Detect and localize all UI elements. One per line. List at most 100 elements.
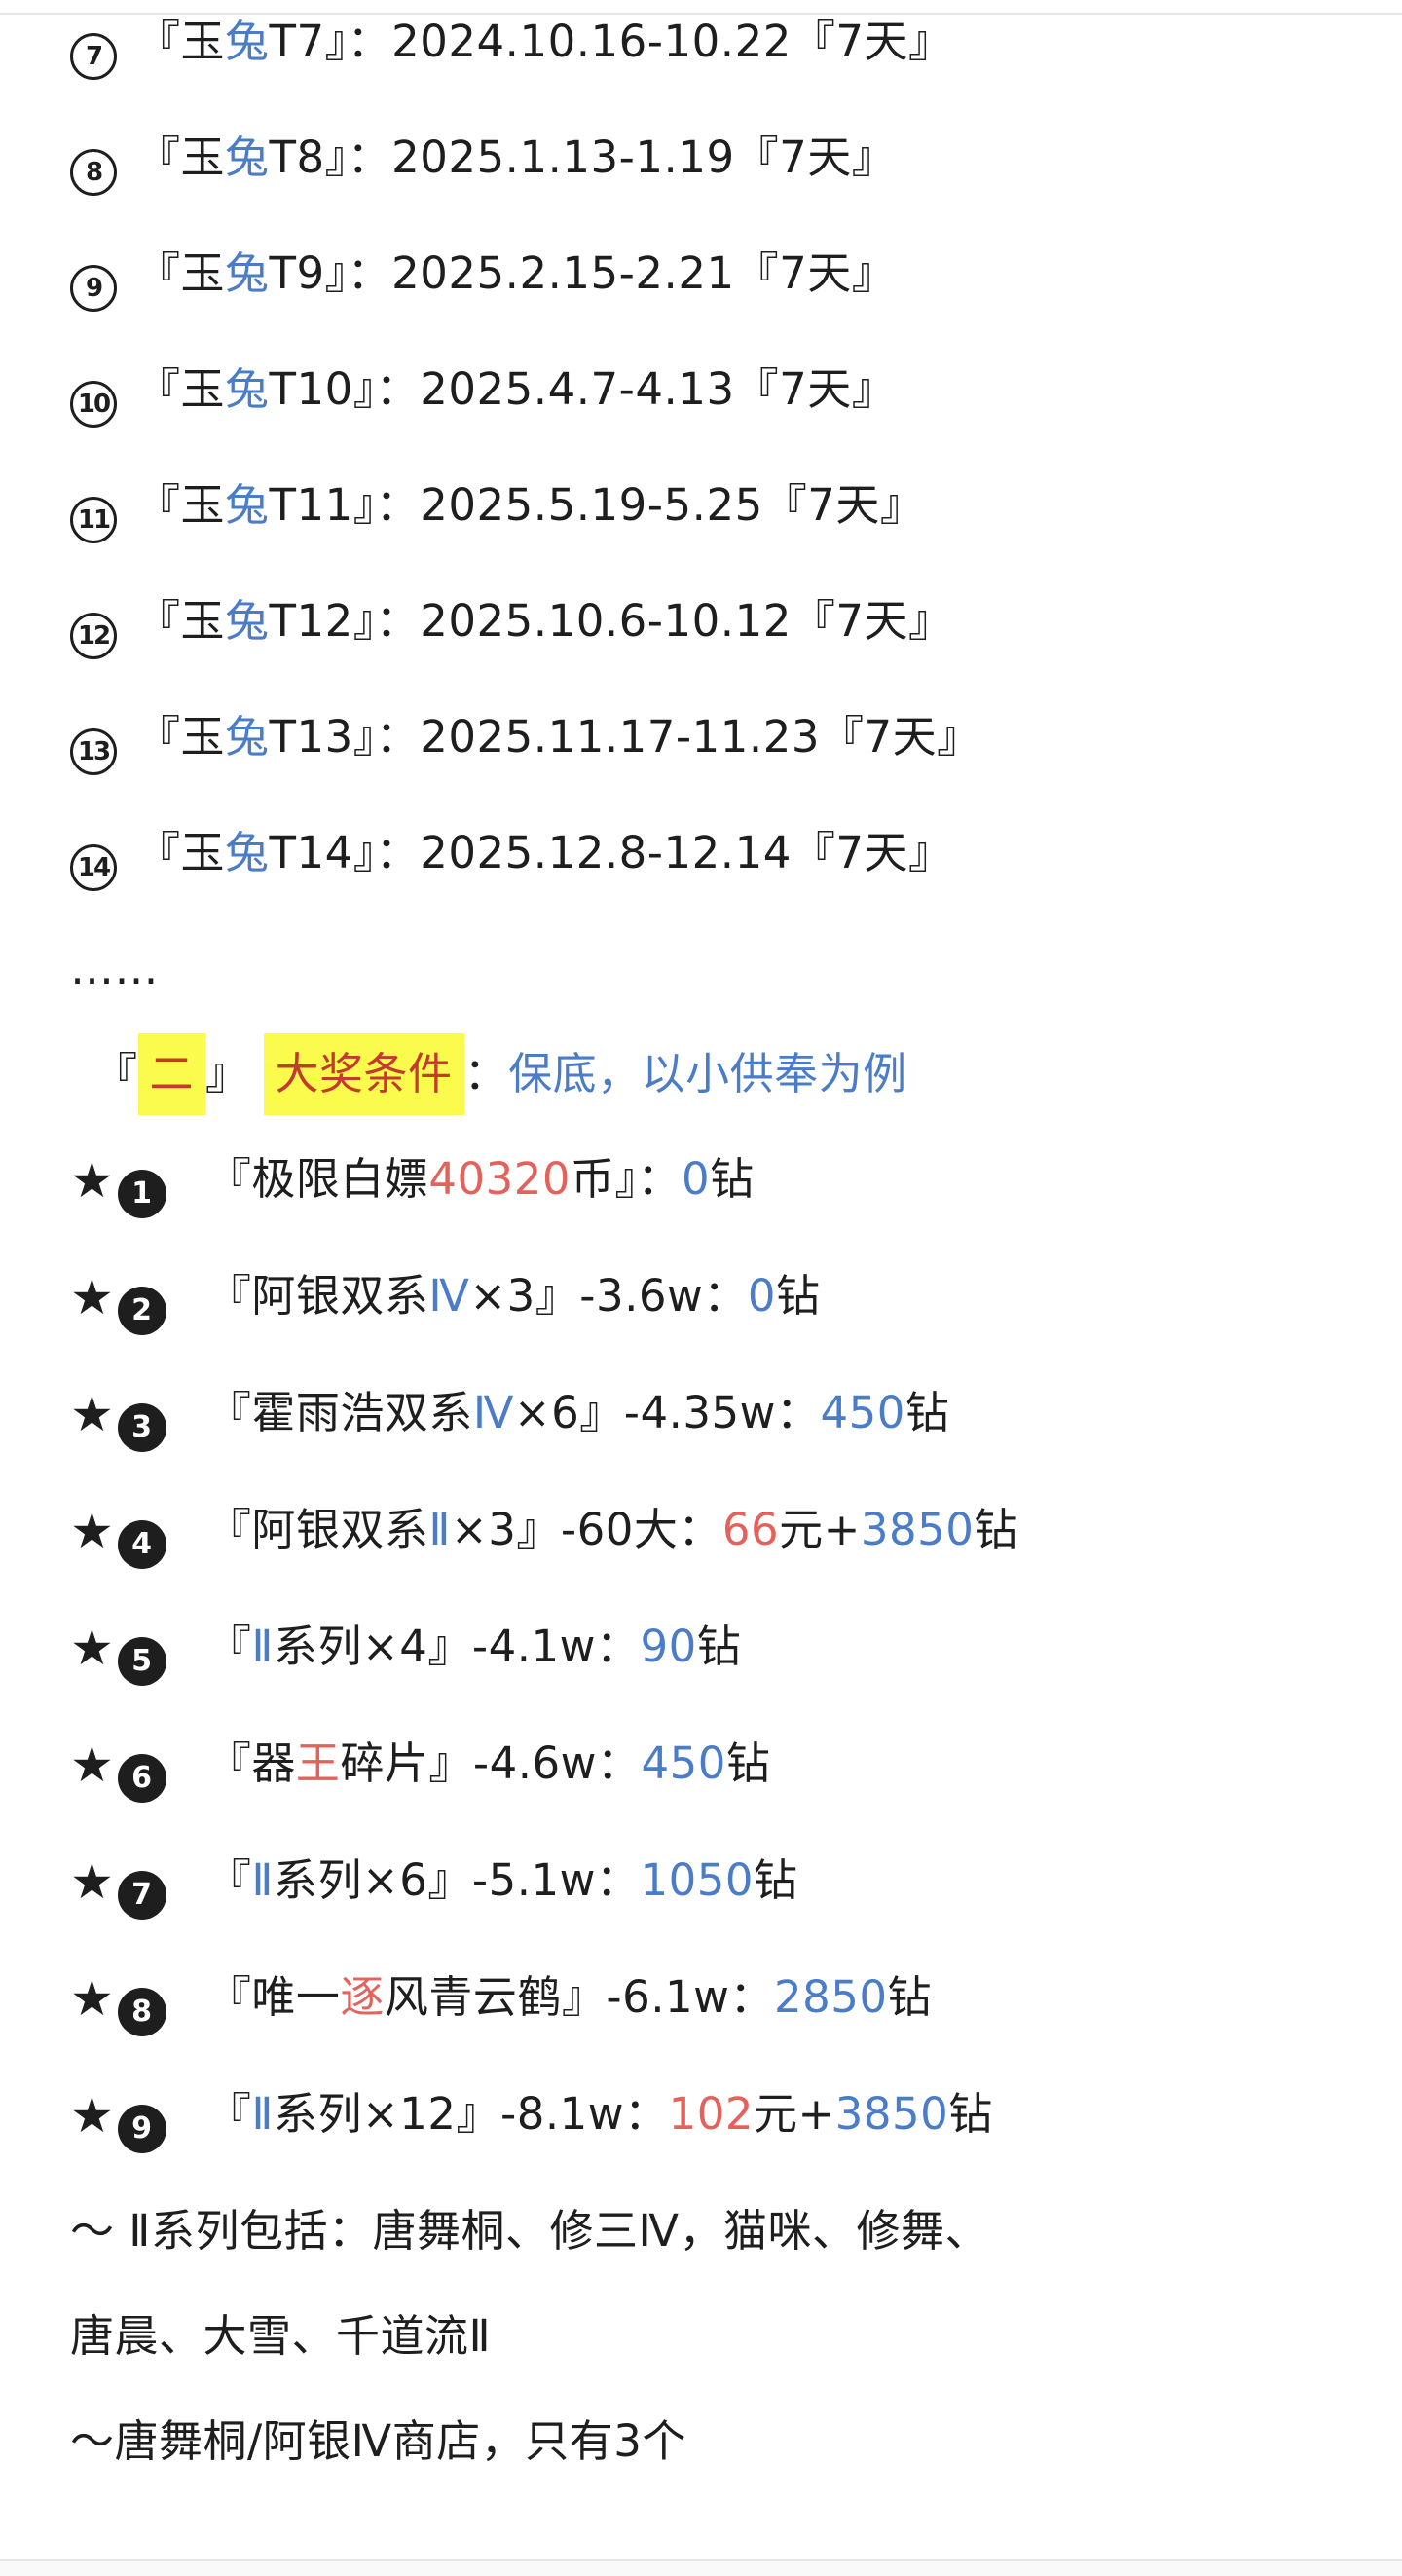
date-range: 2025.11.17-11.23『7天』 — [420, 711, 981, 763]
circled-number-badge: 14 — [70, 844, 117, 891]
colon: ： — [463, 1048, 509, 1100]
accent-text: 兔 — [225, 479, 270, 531]
prize-accent: Ⅱ — [251, 2088, 274, 2140]
star-icon: ★ — [70, 1152, 114, 1209]
note-line: ～唐舞桐/阿银Ⅳ商店，只有3个 — [70, 2414, 1375, 2469]
prize-value: 66 — [721, 1504, 780, 1555]
circled-number-badge: 13 — [70, 728, 117, 775]
title-text: T8』： — [269, 131, 392, 183]
star-icon: ★ — [70, 2087, 114, 2144]
prize-text: 『霍雨浩双系 — [206, 1387, 473, 1438]
star-icon: ★ — [70, 1736, 114, 1793]
highlighted-section-number: 二 — [137, 1033, 206, 1115]
prize-row: ★ 3 『霍雨浩双系Ⅳ×6』-4.35w：450钻 — [70, 1386, 1375, 1452]
accent-text: 兔 — [225, 131, 270, 183]
prize-row: ★ 5 『Ⅱ系列×4』-4.1w：90钻 — [70, 1620, 1375, 1686]
prize-row: ★ 1 『极限白嫖40320币』：0钻 — [70, 1152, 1375, 1218]
prize-text: ×6』-4.35w： — [513, 1387, 821, 1438]
prize-value: 450 — [820, 1387, 905, 1438]
prize-text: 『 — [206, 1621, 252, 1672]
prize-text: 碎片』-4.6w： — [340, 1737, 642, 1789]
schedule-row: 13 『玉兔T13』：2025.11.17-11.23『7天』 — [70, 710, 1375, 775]
prize-value: 450 — [641, 1737, 726, 1789]
star-icon: ★ — [70, 1269, 114, 1325]
prize-text: 钻 — [948, 2088, 993, 2140]
prize-row: ★ 9 『Ⅱ系列×12』-8.1w：102元+3850钻 — [70, 2087, 1375, 2153]
prize-text: 系列×12』-8.1w： — [274, 2088, 669, 2140]
schedule-row: 10 『玉兔T10』：2025.4.7-4.13『7天』 — [70, 362, 1375, 428]
prize-text: 钻 — [775, 1270, 821, 1322]
prize-value: 0 — [747, 1270, 776, 1322]
title-text: 『玉 — [136, 363, 226, 415]
prize-row: ★ 7 『Ⅱ系列×6』-5.1w：1050钻 — [70, 1853, 1375, 1920]
bracket: 』 — [205, 1048, 250, 1100]
rank-badge: 4 — [117, 1520, 166, 1569]
date-range: 2025.12.8-12.14『7天』 — [420, 827, 953, 878]
prize-text: 钻 — [887, 1971, 933, 2023]
note-line: 唐晨、大雪、千道流Ⅱ — [70, 2309, 1375, 2364]
schedule-row: 12 『玉兔T12』：2025.10.6-10.12『7天』 — [70, 594, 1375, 659]
circled-number-badge: 9 — [70, 265, 117, 312]
accent-text: 兔 — [225, 595, 270, 647]
star-icon: ★ — [70, 1853, 114, 1910]
star-icon: ★ — [70, 1503, 114, 1559]
accent-text: 兔 — [225, 363, 270, 415]
prize-row: ★ 4 『阿银双系Ⅱ×3』-60大：66元+3850钻 — [70, 1503, 1375, 1569]
prize-text: 钻 — [710, 1153, 755, 1205]
prize-text: 钻 — [725, 1737, 771, 1789]
note-text: ～ Ⅱ系列包括：唐舞桐、修三Ⅳ，猫咪、修舞、 — [70, 2205, 989, 2257]
bracket: 『 — [93, 1048, 138, 1100]
prize-accent: Ⅱ — [428, 1504, 451, 1555]
title-text: T13』： — [269, 711, 421, 763]
prize-row: ★ 8 『唯一逐风青云鹤』-6.1w：2850钻 — [70, 1970, 1375, 2036]
circled-number-badge: 8 — [70, 149, 117, 196]
accent-text: 兔 — [225, 711, 270, 763]
prize-text: 钻 — [974, 1504, 1018, 1555]
ellipsis-text: …… — [70, 943, 159, 994]
title-text: T9』： — [269, 247, 392, 299]
rank-badge: 6 — [117, 1754, 166, 1803]
star-icon: ★ — [70, 1970, 114, 2027]
schedule-row: 11 『玉兔T11』：2025.5.19-5.25『7天』 — [70, 478, 1375, 543]
note-text: 唐晨、大雪、千道流Ⅱ — [70, 2310, 492, 2362]
prize-text: 钻 — [904, 1387, 950, 1438]
prize-text: 『阿银双系 — [206, 1270, 429, 1322]
section-subtitle: 保底，以小供奉为例 — [508, 1048, 907, 1100]
accent-text: 兔 — [225, 247, 270, 299]
prize-row: ★ 2 『阿银双系Ⅳ×3』-3.6w：0钻 — [70, 1269, 1375, 1335]
star-icon: ★ — [70, 1620, 114, 1676]
schedule-row: 9 『玉兔T9』：2025.2.15-2.21『7天』 — [70, 246, 1375, 312]
rank-badge: 3 — [117, 1403, 166, 1452]
date-range: 2024.10.16-10.22『7天』 — [391, 16, 953, 67]
section-header: 『二』大奖条件 ：保底，以小供奉为例 — [70, 1033, 1375, 1115]
rank-badge: 5 — [117, 1637, 166, 1686]
rank-badge: 1 — [117, 1170, 166, 1218]
circled-number-badge: 10 — [70, 381, 117, 428]
date-range: 2025.10.6-10.12『7天』 — [420, 595, 953, 647]
bottom-margin — [0, 2561, 1402, 2576]
schedule-row: 14 『玉兔T14』：2025.12.8-12.14『7天』 — [70, 826, 1375, 891]
prize-text: 『唯一 — [206, 1971, 341, 2023]
date-range: 2025.4.7-4.13『7天』 — [420, 363, 897, 415]
prize-row: ★ 6 『器王碎片』-4.6w：450钻 — [70, 1736, 1375, 1803]
title-text: 『玉 — [136, 131, 226, 183]
highlighted-section-title: 大奖条件 — [263, 1033, 464, 1115]
prize-text: 系列×6』-5.1w： — [274, 1854, 641, 1906]
prize-text: 『极限白嫖 — [206, 1153, 429, 1205]
prize-accent: Ⅱ — [251, 1854, 274, 1906]
accent-text: 兔 — [225, 16, 270, 67]
prize-text: 风青云鹤』-6.1w： — [384, 1971, 774, 2023]
circled-number-badge: 11 — [70, 497, 117, 543]
title-text: 『玉 — [136, 711, 226, 763]
rank-badge: 2 — [117, 1287, 166, 1335]
prize-accent: 40320 — [428, 1153, 571, 1205]
title-text: T14』： — [269, 827, 421, 878]
prize-value: 3850 — [860, 1504, 975, 1555]
prize-accent: 逐 — [340, 1971, 385, 2023]
prize-text: 币』： — [571, 1153, 683, 1205]
prize-value: 3850 — [834, 2088, 949, 2140]
note-body: 7 『玉兔T7』：2024.10.16-10.22『7天』 8 『玉兔T8』：202… — [0, 15, 1402, 2469]
prize-value: 0 — [682, 1153, 711, 1205]
note-line: ～ Ⅱ系列包括：唐舞桐、修三Ⅳ，猫咪、修舞、 — [70, 2204, 1375, 2259]
date-range: 2025.5.19-5.25『7天』 — [420, 479, 925, 531]
